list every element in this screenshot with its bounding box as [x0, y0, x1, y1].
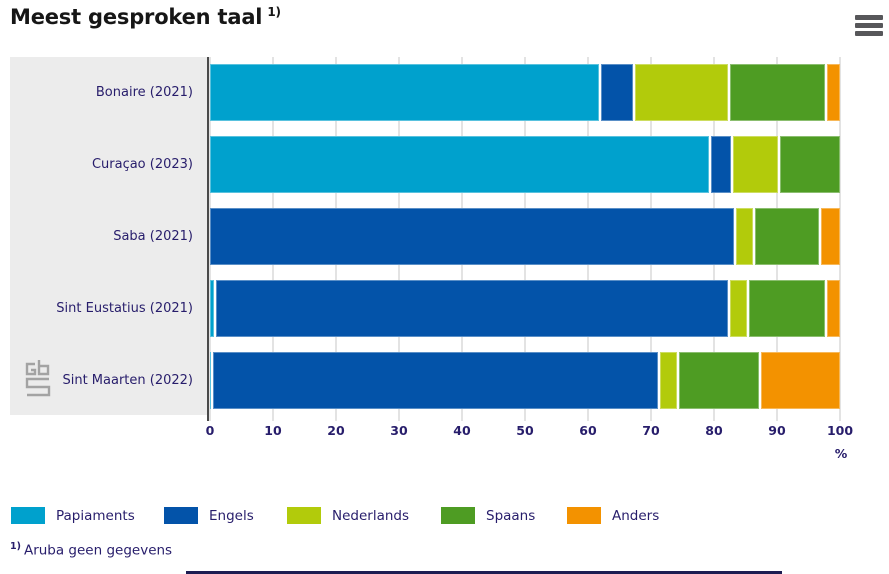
category-label-panel: [10, 57, 207, 415]
bar-segment-anders[interactable]: [827, 280, 840, 337]
legend-swatch-engels: [164, 507, 198, 524]
hamburger-bar: [855, 15, 883, 20]
page-title-text: Meest gesproken taal: [10, 5, 263, 29]
legend-swatch-anders: [567, 507, 601, 524]
bar-segment-nederlands[interactable]: [635, 64, 730, 121]
cbs-logo-icon: [25, 360, 51, 397]
hamburger-bar: [855, 23, 883, 28]
y-axis-line: [207, 57, 210, 421]
legend-label-papiaments: Papiaments: [56, 508, 135, 524]
plot-area: [209, 57, 889, 421]
legend-label-spaans: Spaans: [486, 508, 536, 524]
legend-label-engels: Engels: [209, 508, 254, 524]
bar-segment-nederlands[interactable]: [736, 208, 755, 265]
bar-segment-spaans[interactable]: [754, 208, 822, 265]
bar-segment-anders[interactable]: [827, 64, 840, 121]
hamburger-menu-icon[interactable]: [855, 15, 883, 37]
page-title: Meest gesproken taal 1): [10, 5, 281, 29]
legend-swatch-papiaments: [11, 507, 45, 524]
gridline-100: [839, 57, 841, 421]
bar-segment-papiaments[interactable]: [210, 136, 711, 193]
x-tick-label-20: 20: [327, 423, 345, 438]
bar-segment-spaans[interactable]: [780, 136, 840, 193]
legend-swatch-spaans: [441, 507, 475, 524]
x-tick-label-100: 100: [826, 423, 854, 438]
footnote-marker: 1): [10, 541, 21, 552]
legend-swatch-nederlands: [287, 507, 321, 524]
bar-segment-nederlands[interactable]: [729, 280, 749, 337]
bar-row-sint-eustatius-2021-: [210, 280, 840, 337]
bar-segment-nederlands[interactable]: [732, 136, 781, 193]
x-tick-label-70: 70: [642, 423, 660, 438]
bar-segment-engels[interactable]: [600, 64, 636, 121]
x-tick-label-0: 0: [205, 423, 215, 438]
footnote-text: Aruba geen gegevens: [23, 542, 173, 559]
bar-segment-engels[interactable]: [210, 208, 737, 265]
x-tick-label-90: 90: [768, 423, 786, 438]
bar-segment-anders[interactable]: [761, 352, 840, 409]
legend: Papiaments Engels Nederlands Spaans Anders: [0, 506, 889, 532]
x-tick-label-60: 60: [579, 423, 597, 438]
title-footnote-marker: 1): [267, 5, 281, 19]
bar-segment-papiaments[interactable]: [210, 280, 217, 337]
bar-segment-anders[interactable]: [821, 208, 840, 265]
x-tick-label-10: 10: [264, 423, 282, 438]
bar-segment-spaans[interactable]: [748, 280, 828, 337]
bar-row-cura-ao-2023-: [210, 136, 840, 193]
hamburger-bar: [855, 31, 883, 36]
x-tick-label-40: 40: [453, 423, 471, 438]
bar-segment-engels[interactable]: [216, 280, 730, 337]
bar-row-saba-2021-: [210, 208, 840, 265]
bottom-divider: [186, 571, 782, 574]
x-tick-label-50: 50: [516, 423, 534, 438]
x-tick-label-80: 80: [705, 423, 723, 438]
bar-segment-spaans[interactable]: [679, 352, 762, 409]
bar-segment-papiaments[interactable]: [210, 64, 601, 121]
bar-segment-engels[interactable]: [213, 352, 661, 409]
legend-label-nederlands: Nederlands: [332, 508, 410, 524]
legend-label-anders: Anders: [612, 508, 660, 524]
x-axis-unit-label: %: [834, 446, 848, 461]
footnote: 1) Aruba geen gegevens: [10, 541, 172, 559]
bar-row-bonaire-2021-: [210, 64, 840, 121]
bar-segment-spaans[interactable]: [729, 64, 828, 121]
bar-segment-engels[interactable]: [710, 136, 733, 193]
bar-row-sint-maarten-2022-: [210, 352, 840, 409]
x-tick-label-30: 30: [390, 423, 408, 438]
bar-segment-nederlands[interactable]: [660, 352, 680, 409]
bar-segment-papiaments[interactable]: [210, 352, 214, 409]
